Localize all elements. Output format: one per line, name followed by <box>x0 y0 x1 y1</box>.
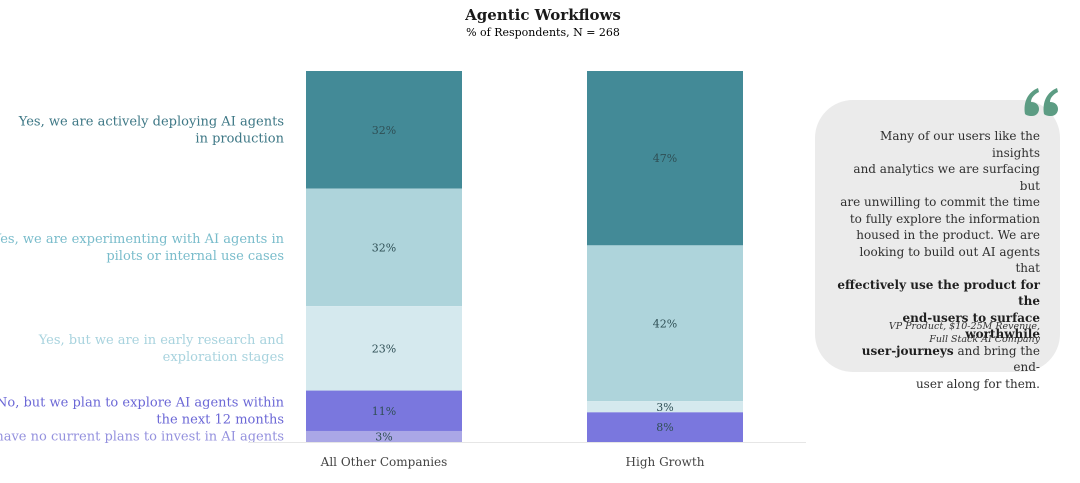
quote-line: to fully explore the information <box>849 211 1040 226</box>
bar-value-label: 23% <box>372 342 396 355</box>
quote-line: end-users to surface worthwhile <box>902 310 1040 342</box>
chart-subtitle: % of Respondents, N = 268 <box>466 26 620 39</box>
bar-value-label: 42% <box>653 317 677 330</box>
x-tick-label-all-other-companies: All Other Companies <box>320 455 448 469</box>
x-tick-label-high-growth: High Growth <box>626 455 705 469</box>
bar-value-label: 47% <box>653 152 677 165</box>
series-label-2: exploration stages <box>163 350 284 365</box>
quote-line: Many of our users like the insights <box>880 129 1040 160</box>
bar-segment-high-growth-s1 <box>587 245 743 402</box>
quote-line: housed in the product. We are <box>856 228 1040 242</box>
bar-segment-all-other-companies-s1 <box>306 188 462 307</box>
quote-line: user-journeys and bring the end- <box>861 343 1040 375</box>
series-label-1: pilots or internal use cases <box>106 249 284 264</box>
quote-line: are unwilling to commit the time <box>840 195 1040 209</box>
bar-value-label: 3% <box>656 401 673 414</box>
chart-title: Agentic Workflows <box>464 6 621 24</box>
bar-segment-high-growth-s3 <box>587 412 743 442</box>
quote-text: Many of our users like the insights and a… <box>832 128 1040 392</box>
bar-value-label: 3% <box>375 430 392 443</box>
quote-mark-icon <box>1024 88 1058 116</box>
quote-card <box>815 100 1060 372</box>
bar-value-label: 32% <box>372 241 396 254</box>
bar-value-label: 32% <box>372 124 396 137</box>
series-label-4: No, and we have no current plans to inve… <box>0 429 284 444</box>
quote-attribution-line: Full Stack AI Company <box>929 333 1040 345</box>
series-label-0: in production <box>195 131 284 146</box>
quote-line: user along for them. <box>915 376 1040 391</box>
quote-attribution-line: VP Product, $10-25M Revenue, <box>888 321 1040 332</box>
quote-attribution: VP Product, $10-25M Revenue, Full Stack A… <box>832 321 1040 346</box>
bar-segment-high-growth-s0 <box>587 71 743 246</box>
series-label-2: Yes, but we are in early research and <box>38 333 284 348</box>
bar-segment-all-other-companies-s2 <box>306 306 462 391</box>
series-label-3: No, but we plan to explore AI agents wit… <box>0 395 285 410</box>
series-label-1: Yes, we are experimenting with AI agents… <box>0 232 285 247</box>
bar-value-label: 11% <box>372 405 396 418</box>
quote-line: effectively use the product for the <box>837 277 1040 309</box>
bar-layer: 32% 32% 23% 11% 3% 47% 42% 3% 8% <box>306 71 743 443</box>
series-label-0: Yes, we are actively deploying AI agents <box>18 114 284 129</box>
bar-segment-high-growth-s2 <box>587 401 743 413</box>
series-label-3: the next 12 months <box>156 412 284 427</box>
x-axis-labels: All Other Companies High Growth <box>320 455 705 469</box>
bar-segment-all-other-companies-s3 <box>306 390 462 431</box>
bar-segment-all-other-companies-s0 <box>306 71 462 189</box>
bar-segment-all-other-companies-s4 <box>306 430 462 442</box>
quote-line: and analytics we are surfacing but <box>853 162 1040 193</box>
quote-line: looking to build out AI agents that <box>859 244 1040 276</box>
series-labels: Yes, we are actively deploying AI agents… <box>0 114 285 444</box>
bar-value-label: 8% <box>656 421 673 434</box>
